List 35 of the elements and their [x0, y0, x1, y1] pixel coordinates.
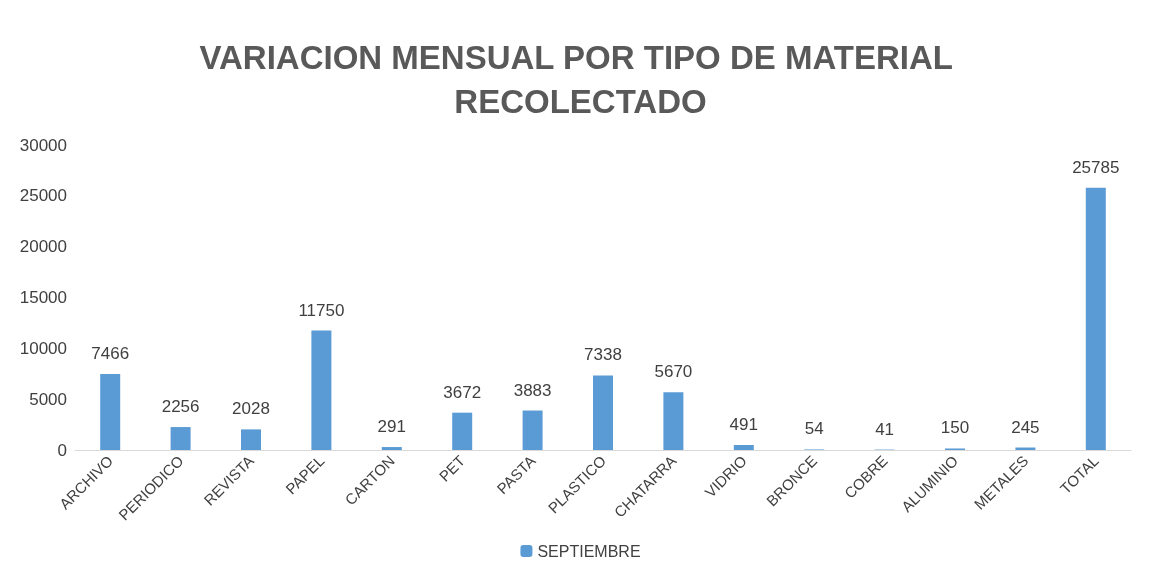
y-tick-label: 25000	[19, 186, 67, 206]
y-tick-label: 5000	[29, 389, 67, 409]
y-tick-label: 20000	[19, 237, 67, 257]
bar	[241, 429, 261, 450]
data-label: 3883	[513, 380, 552, 400]
data-label: 7338	[584, 345, 622, 365]
bar	[522, 410, 543, 450]
data-label: 2028	[232, 399, 270, 419]
chart-title: VARIACION MENSUAL POR TIPO DE MATERIAL RECOLECTADO	[199, 38, 962, 120]
legend-label: SEPTIEMBRE	[537, 542, 641, 560]
bar	[170, 427, 191, 450]
bar	[593, 375, 613, 450]
bar	[311, 330, 332, 450]
bar	[733, 445, 754, 450]
data-label: 245	[1011, 417, 1040, 437]
data-label: 491	[729, 415, 758, 435]
data-label: 41	[875, 419, 895, 439]
y-tick-label: 10000	[19, 338, 67, 358]
data-label: 7466	[91, 344, 130, 364]
bar	[452, 412, 473, 450]
data-label: 54	[804, 419, 824, 439]
data-label: 2256	[161, 397, 200, 417]
data-label: 25785	[1072, 157, 1120, 177]
y-tick-label: 0	[57, 440, 67, 460]
data-label: 5670	[654, 362, 693, 382]
data-label: 11750	[298, 300, 345, 320]
y-tick-label: 30000	[19, 135, 67, 155]
bar	[381, 447, 402, 450]
bar	[100, 374, 121, 450]
bar	[1085, 187, 1106, 450]
data-label: 150	[940, 418, 970, 438]
data-label: 3672	[443, 382, 482, 402]
bar	[663, 392, 684, 450]
data-label: 291	[377, 417, 406, 437]
y-tick-label: 15000	[19, 288, 67, 307]
